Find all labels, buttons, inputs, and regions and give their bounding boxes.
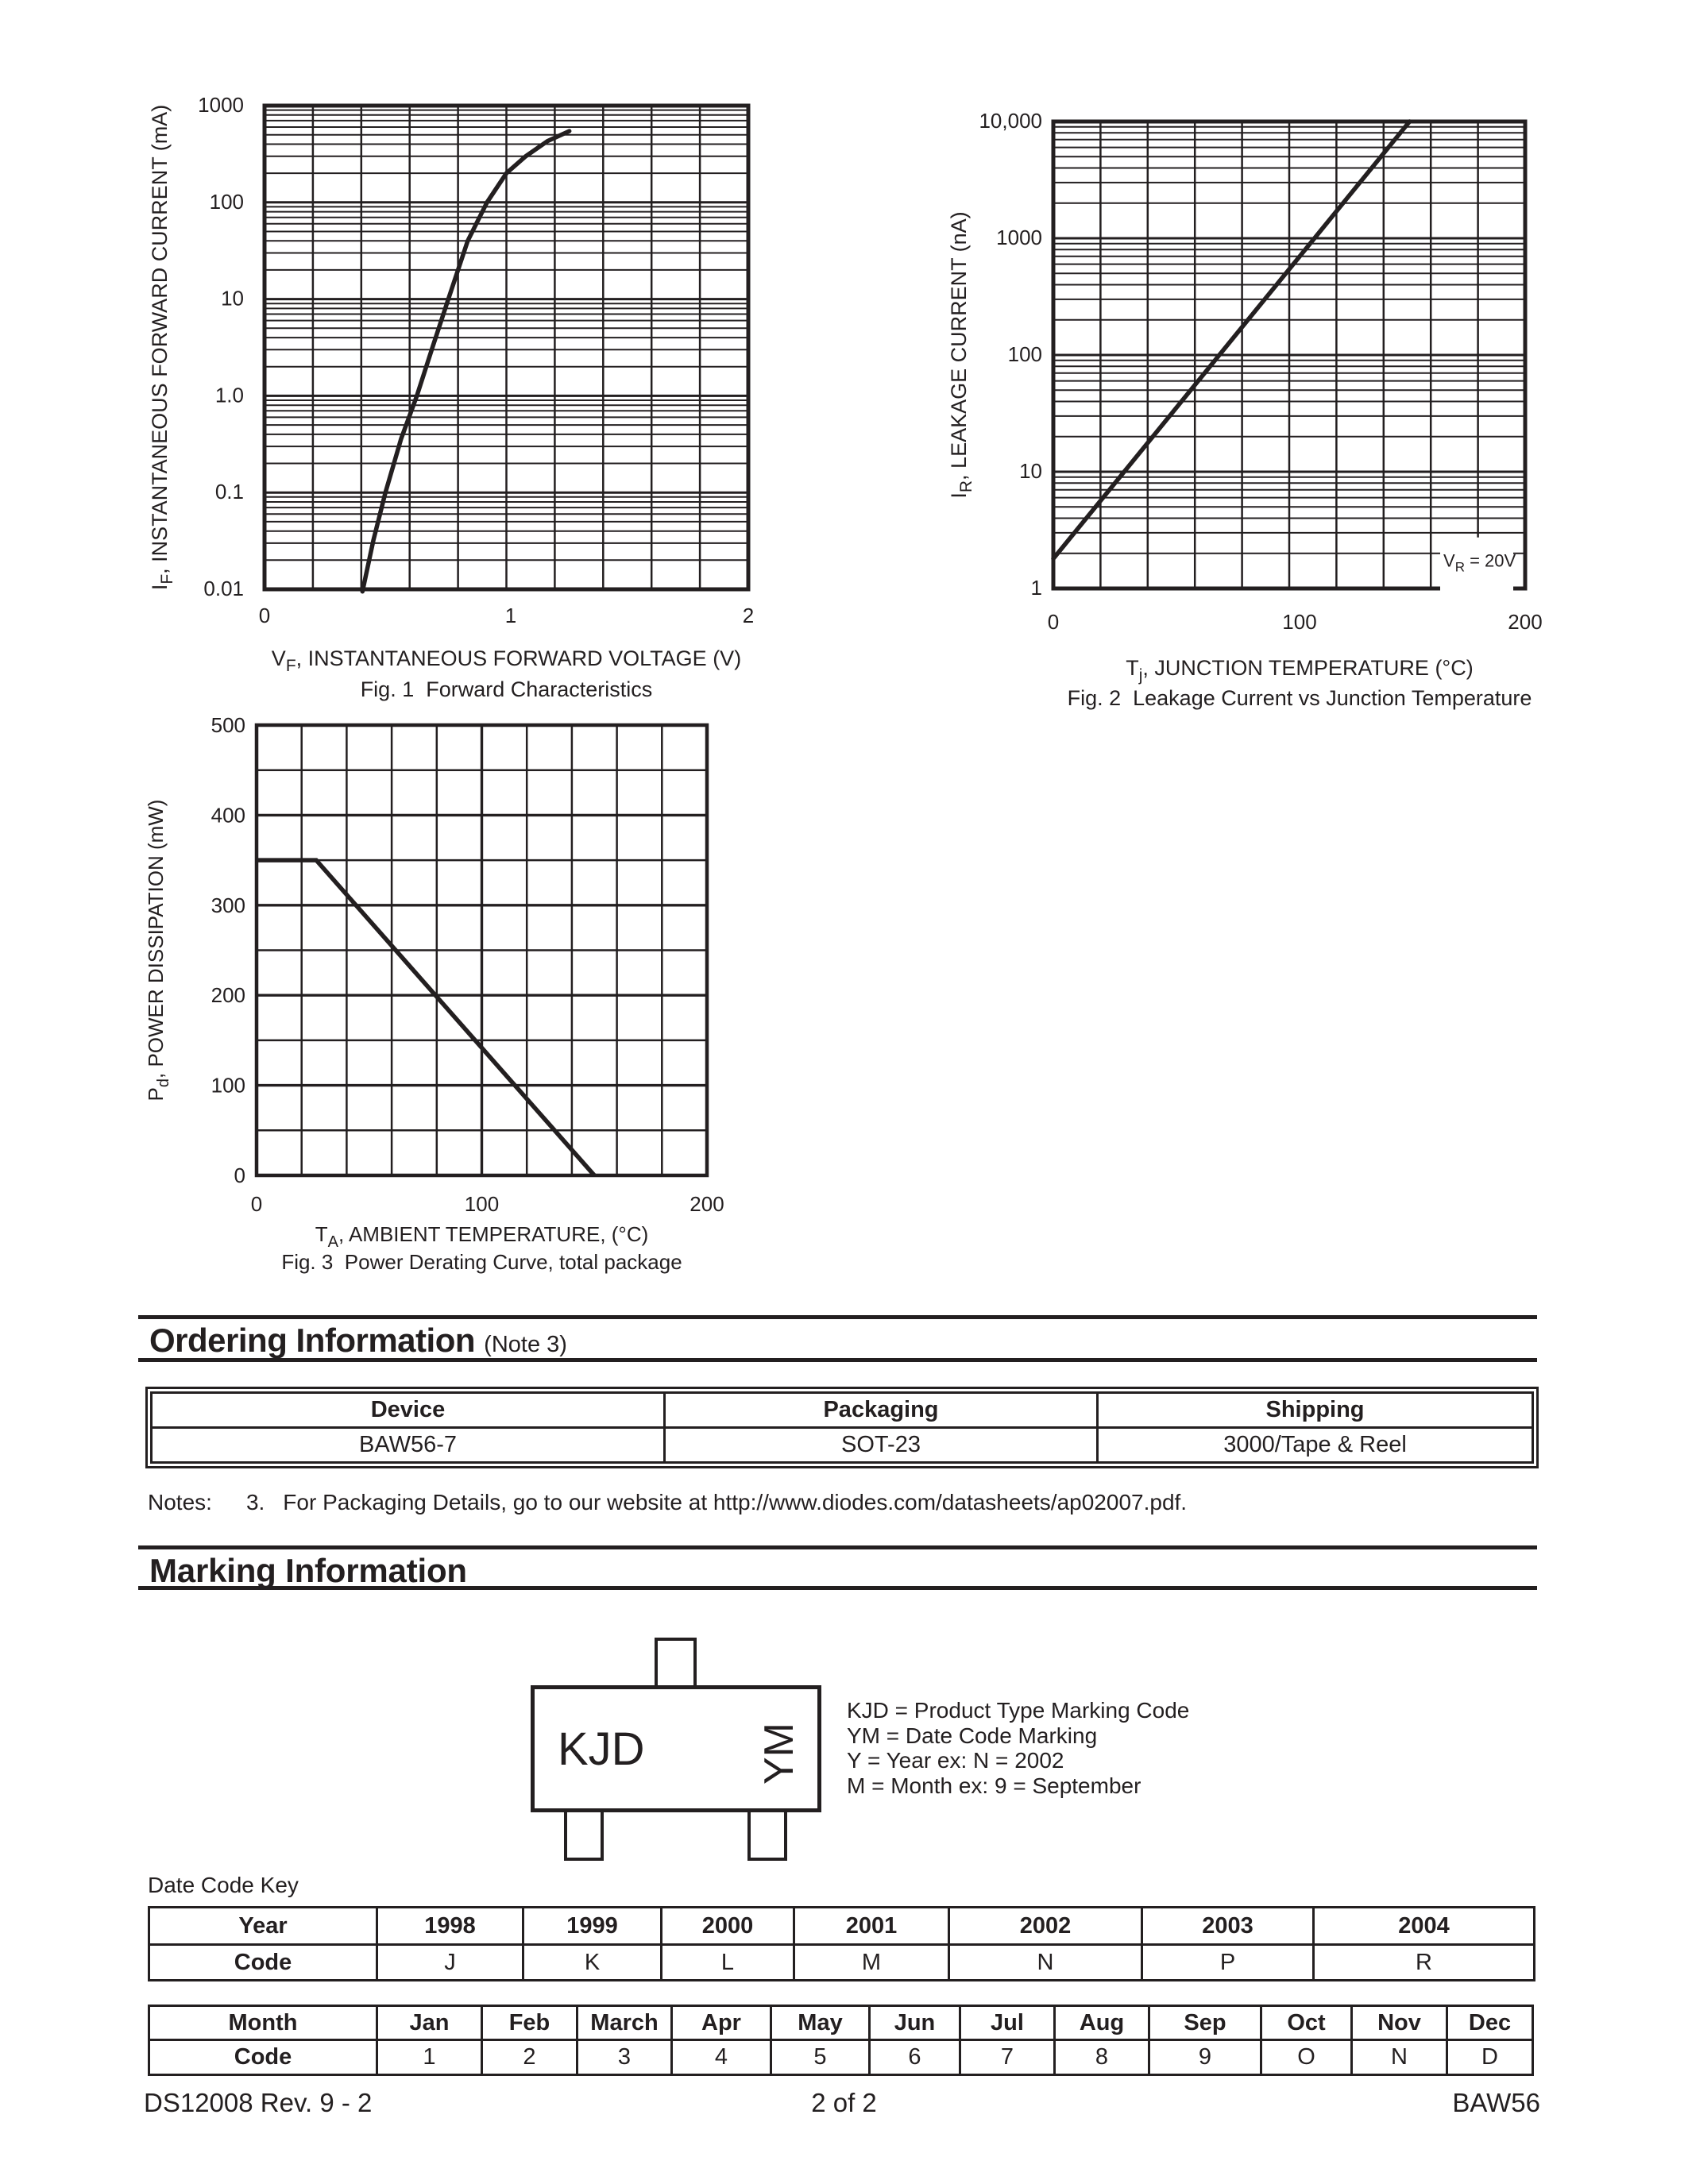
svg-text:200: 200 bbox=[211, 983, 245, 1007]
svg-text:Fig. 1 Forward Characteristic: Fig. 1 Forward Characteristics bbox=[361, 677, 653, 701]
svg-text:200: 200 bbox=[1508, 610, 1542, 634]
svg-text:0: 0 bbox=[234, 1163, 245, 1187]
svg-text:0: 0 bbox=[259, 604, 270, 627]
svg-text:YM: YM bbox=[756, 1723, 802, 1785]
svg-text:2: 2 bbox=[743, 604, 754, 627]
svg-text:0: 0 bbox=[251, 1192, 262, 1216]
svg-text:100: 100 bbox=[210, 190, 244, 214]
svg-text:Fig. 2 Leakage Current vs Jun: Fig. 2 Leakage Current vs Junction Tempe… bbox=[1068, 686, 1532, 710]
svg-text:100: 100 bbox=[1282, 610, 1316, 634]
svg-text:200: 200 bbox=[689, 1192, 724, 1216]
svg-text:IR, LEAKAGE CURRENT (nA): IR, LEAKAGE CURRENT (nA) bbox=[947, 211, 975, 498]
svg-text:Fig. 3 Power Derating Curve,: Fig. 3 Power Derating Curve, total packa… bbox=[281, 1250, 682, 1274]
svg-text:1.0: 1.0 bbox=[215, 383, 244, 407]
svg-text:100: 100 bbox=[1008, 342, 1042, 366]
svg-text:0.1: 0.1 bbox=[215, 480, 244, 504]
svg-text:0: 0 bbox=[1048, 610, 1059, 634]
svg-text:Tj, JUNCTION TEMPERATURE (°C): Tj, JUNCTION TEMPERATURE (°C) bbox=[1126, 656, 1473, 685]
svg-text:0.01: 0.01 bbox=[203, 577, 244, 600]
svg-text:100: 100 bbox=[465, 1192, 499, 1216]
svg-text:10: 10 bbox=[1019, 459, 1042, 483]
svg-text:TA, AMBIENT TEMPERATURE, (°C): TA, AMBIENT TEMPERATURE, (°C) bbox=[315, 1222, 649, 1251]
svg-text:1: 1 bbox=[1031, 576, 1042, 600]
svg-text:10: 10 bbox=[221, 287, 244, 311]
svg-text:10,000: 10,000 bbox=[979, 109, 1042, 133]
svg-text:1000: 1000 bbox=[198, 93, 244, 117]
svg-text:VF, INSTANTANEOUS FORWARD VOLT: VF, INSTANTANEOUS FORWARD VOLTAGE (V) bbox=[272, 646, 741, 675]
svg-text:300: 300 bbox=[211, 893, 245, 917]
svg-text:1000: 1000 bbox=[996, 226, 1042, 249]
svg-text:100: 100 bbox=[211, 1074, 245, 1098]
svg-text:1: 1 bbox=[505, 604, 516, 627]
svg-text:400: 400 bbox=[211, 803, 245, 827]
svg-text:500: 500 bbox=[211, 713, 245, 737]
svg-text:IF, INSTANTANEOUS FORWARD CURR: IF, INSTANTANEOUS FORWARD CURRENT (mA) bbox=[148, 105, 176, 590]
svg-text:Pd, POWER DISSIPATION (mW): Pd, POWER DISSIPATION (mW) bbox=[144, 800, 172, 1102]
